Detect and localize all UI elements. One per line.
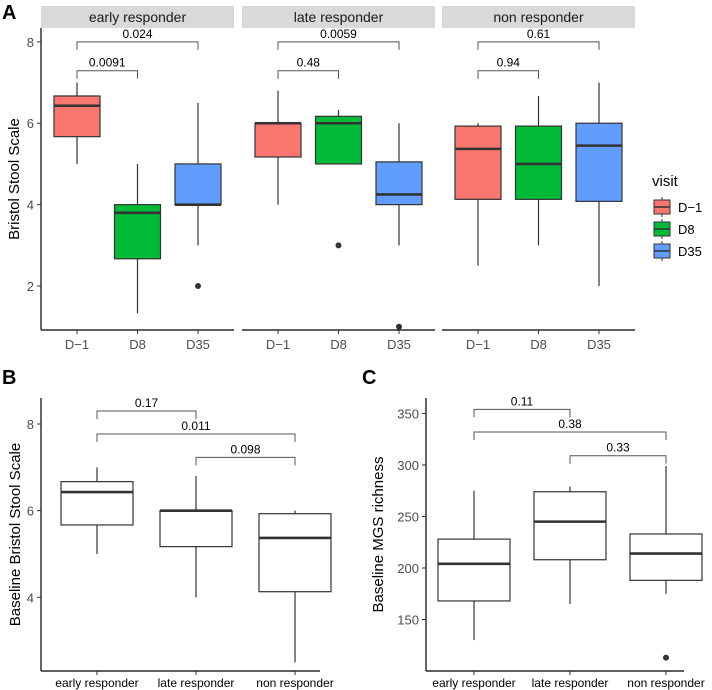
p-value-label: 0.17 <box>135 396 159 410</box>
p-value-label: 0.48 <box>297 56 321 70</box>
box <box>454 125 502 200</box>
legend-label: D8 <box>678 222 695 237</box>
legend: visit D−1 D8 D35 <box>652 173 702 261</box>
panel-label: C <box>362 367 376 389</box>
box <box>575 122 623 202</box>
y-tick-label: 4 <box>27 198 34 213</box>
box <box>375 161 423 206</box>
y-tick-label: 6 <box>27 504 34 519</box>
box <box>437 538 511 602</box>
outlier-point <box>663 654 669 661</box>
facet-strip-label: non responder <box>493 9 584 25</box>
box <box>60 481 134 526</box>
facet-1: late responder D−1 D8 D35 0.48 0.0059 <box>242 6 435 352</box>
facet-strip <box>41 6 234 28</box>
box <box>629 533 703 581</box>
panel-c: C 150 200 250 300 350 Baseline MGS richness ear… <box>362 367 705 690</box>
x-tick-label: late responder <box>532 676 609 690</box>
facet-strip-label: early responder <box>89 9 187 25</box>
panel-label: A <box>2 2 16 24</box>
y-tick-label: 8 <box>27 35 34 50</box>
p-value-label: 0.011 <box>181 419 210 433</box>
p-value-label: 0.33 <box>606 441 630 455</box>
p-value-label: 0.61 <box>527 27 551 41</box>
x-tick-label: D−1 <box>266 337 290 352</box>
outlier-point <box>396 323 402 330</box>
x-tick-label: non responder <box>627 676 704 690</box>
box <box>174 163 222 206</box>
significance-bracket <box>277 70 339 79</box>
p-value-label: 0.024 <box>122 27 152 41</box>
facet-strip-label: late responder <box>294 9 384 25</box>
x-tick-label: D35 <box>186 337 210 352</box>
significance-bracket <box>477 41 600 50</box>
legend-label: D35 <box>678 244 702 259</box>
outlier-point <box>195 283 201 290</box>
y-tick-label: 250 <box>397 509 419 524</box>
significance-bracket <box>195 456 296 466</box>
facet-strip <box>442 6 635 28</box>
facet-2: non responder D−1 D8 D35 0.94 0.61 <box>442 6 635 352</box>
panel-a: A 2 4 6 8 Bristol Stool Scale early responder D… <box>2 2 702 352</box>
y-tick-label: 2 <box>27 279 34 294</box>
box <box>53 95 101 138</box>
box <box>159 510 233 548</box>
p-value-label: 0.11 <box>511 394 534 408</box>
box <box>258 513 332 593</box>
p-value-label: 0.38 <box>558 417 582 431</box>
y-axis-title: Baseline Bristol Stool Scale <box>7 443 24 626</box>
y-tick-label: 6 <box>27 116 34 131</box>
y-tick-label: 200 <box>397 561 419 576</box>
legend-label: D−1 <box>678 200 702 215</box>
facet-strip <box>242 6 435 28</box>
x-tick-label: non responder <box>256 676 333 690</box>
significance-bracket <box>76 41 199 50</box>
facet-0: early responder D−1 D8 D35 0.0091 0.024 <box>41 6 234 352</box>
p-value-label: 0.098 <box>230 442 260 456</box>
p-value-label: 0.0059 <box>320 27 357 41</box>
significance-bracket <box>76 70 138 79</box>
x-tick-label: D8 <box>129 337 146 352</box>
significance-bracket <box>477 70 539 79</box>
y-axis-title: Bristol Stool Scale <box>6 118 23 240</box>
x-tick-label: D−1 <box>65 337 89 352</box>
x-tick-label: D−1 <box>466 337 490 352</box>
legend-title: visit <box>652 173 679 190</box>
y-tick-label: 4 <box>27 590 34 605</box>
x-tick-label: early responder <box>55 676 138 690</box>
significance-bracket <box>96 410 197 419</box>
y-tick-label: 8 <box>27 417 34 432</box>
x-tick-label: late responder <box>158 676 235 690</box>
y-axis-title: Baseline MGS richness <box>370 457 387 613</box>
significance-bracket <box>473 431 667 440</box>
significance-bracket <box>473 408 571 418</box>
p-value-label: 0.94 <box>497 56 521 70</box>
y-tick-label: 150 <box>397 612 419 627</box>
x-tick-label: D35 <box>587 337 611 352</box>
box <box>254 122 302 158</box>
outlier-point <box>335 242 342 249</box>
x-tick-label: early responder <box>432 676 515 690</box>
significance-bracket <box>96 433 296 442</box>
panel-label: B <box>2 367 16 389</box>
x-tick-label: D8 <box>330 337 347 352</box>
p-value-label: 0.0091 <box>89 56 126 70</box>
y-tick-label: 300 <box>397 458 419 473</box>
significance-bracket <box>277 41 400 50</box>
significance-bracket <box>569 455 667 464</box>
y-tick-label: 350 <box>397 406 419 421</box>
x-tick-label: D8 <box>530 337 547 352</box>
x-tick-label: D35 <box>387 337 411 352</box>
box <box>533 491 607 561</box>
